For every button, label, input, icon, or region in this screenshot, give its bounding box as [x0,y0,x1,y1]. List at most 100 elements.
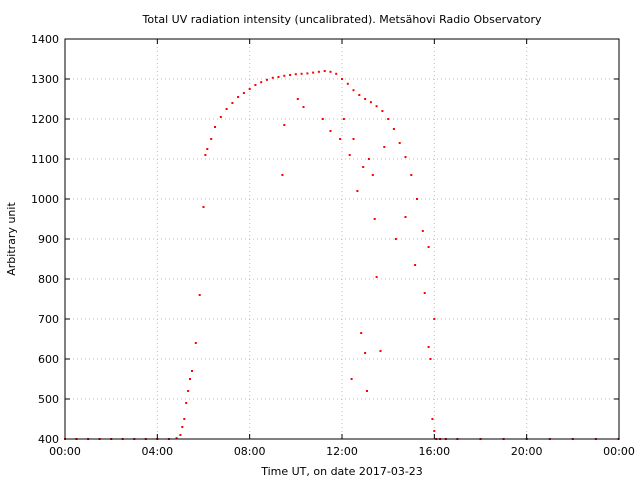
y-tick-label: 800 [38,273,59,286]
data-point [237,96,240,98]
data-point [329,70,332,73]
data-point [394,238,397,240]
data-point [191,370,193,372]
data-point [352,89,355,92]
data-point [362,166,365,168]
data-point [329,130,332,132]
y-axis-label: Arbitrary unit [5,202,18,276]
y-tick-label: 500 [38,393,59,406]
data-points [64,70,620,440]
data-point [300,72,303,75]
data-point [375,276,378,278]
x-tick-label: 04:00 [141,445,173,458]
data-point [317,70,320,73]
data-point [214,126,216,128]
data-point [271,76,274,79]
data-point [342,118,345,120]
x-axis-label: Time UT, on date 2017-03-23 [260,465,423,478]
data-point [383,146,386,148]
y-tick-labels: 400 500 600 700 800 900 1000 1100 1200 1300 1400 [31,33,59,446]
data-point [296,98,299,100]
y-tick-label: 600 [38,353,59,366]
data-point [254,84,257,86]
data-point [283,124,286,126]
data-point [183,418,186,420]
x-tick-labels: 00:00 04:00 08:00 12:00 16:00 20:00 00:00 [49,445,635,458]
y-tick-label: 700 [38,313,59,326]
chart-title: Total UV radiation intensity (uncalibrat… [142,13,542,26]
data-point [433,430,436,432]
data-point [210,138,213,140]
data-point [242,92,245,94]
data-point [429,358,432,360]
data-point [427,246,430,248]
data-point [358,94,361,96]
x-tick-label: 00:00 [603,445,635,458]
data-point [277,76,280,78]
data-point [189,378,191,380]
data-point [202,206,205,208]
data-point [323,70,326,72]
data-point [187,390,190,392]
data-point [181,426,184,428]
data-point [341,78,343,80]
data-point [379,350,382,352]
data-point [302,106,305,108]
data-point [346,82,349,85]
x-tick-label: 00:00 [49,445,81,458]
data-point [381,110,384,112]
y-tick-label: 1100 [31,153,59,166]
data-point [306,72,309,75]
data-point [431,418,434,420]
data-point [364,98,367,100]
data-point [339,138,342,140]
grid [65,39,619,439]
data-point [398,142,401,144]
data-point [348,154,351,156]
data-point [248,88,251,90]
y-tick-label: 1400 [31,33,59,46]
data-point [294,73,297,76]
data-point [194,342,197,344]
data-point [352,138,355,140]
data-point [266,78,268,81]
data-point [433,318,436,320]
x-tick-label: 08:00 [234,445,266,458]
data-point [375,105,378,108]
data-point [369,101,372,104]
data-point [392,128,395,130]
data-point [312,71,315,74]
data-point [410,174,413,176]
data-point [289,74,292,76]
data-point [175,437,178,440]
x-tick-label: 12:00 [326,445,358,458]
data-point [321,118,324,120]
data-point [366,390,368,392]
data-point [414,264,417,266]
data-point [204,154,207,156]
data-point [260,81,263,84]
y-tick-label: 1200 [31,113,59,126]
data-point [356,190,359,192]
data-point [225,108,228,110]
data-point [371,174,374,176]
data-point [198,294,201,296]
data-point [427,346,430,348]
axis-ticks [64,38,620,440]
data-point [387,118,390,120]
y-tick-label: 400 [38,433,59,446]
y-tick-label: 1300 [31,73,59,86]
data-point [367,158,370,160]
data-point [373,218,376,220]
data-point [335,72,338,75]
data-point [350,378,353,380]
data-point [283,74,286,77]
data-point [421,230,424,232]
data-point [404,156,407,158]
x-tick-label: 20:00 [511,445,543,458]
data-point [416,198,418,200]
data-point [219,116,222,118]
y-tick-label: 900 [38,233,59,246]
data-point [206,148,209,150]
